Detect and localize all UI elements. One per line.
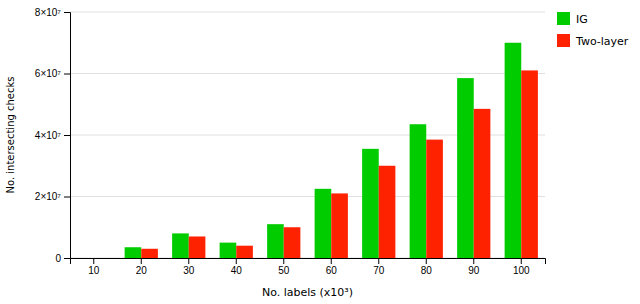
tick-mark: [283, 258, 284, 264]
tick-mark: [141, 258, 142, 264]
y-axis: 0 2×10⁷ 4×10⁷ 6×10⁷ 8×10⁷: [35, 7, 71, 264]
y-axis-title: No. intersecting checks: [5, 77, 16, 194]
axis-line: [64, 13, 71, 259]
tick: 50: [278, 258, 290, 276]
x-axis: 10 20 30 40 50 60 70 80 90 100: [71, 258, 546, 276]
legend-item: Two-layer: [557, 34, 629, 48]
tick-mark: [521, 258, 522, 264]
tick: 8×10⁷: [35, 7, 70, 18]
bar: [410, 124, 427, 258]
bar: [315, 189, 332, 258]
tick: 60: [326, 258, 338, 276]
tick-mark: [188, 258, 189, 264]
bar: [141, 249, 158, 258]
tick-label: 100: [513, 265, 530, 276]
tick-label: 20: [136, 265, 148, 276]
bar: [362, 149, 379, 258]
tick-mark: [64, 197, 70, 198]
tick-mark: [64, 74, 70, 75]
tick: 0: [55, 253, 70, 264]
bar: [125, 247, 142, 258]
tick-label: 0: [55, 253, 61, 264]
bar: [220, 243, 237, 258]
grid-line: [70, 12, 545, 13]
tick-label: 30: [183, 265, 195, 276]
bar: [267, 224, 284, 258]
tick: 100: [513, 258, 530, 276]
grid: [70, 12, 545, 258]
bars: [125, 43, 538, 258]
legend-item: IG: [557, 12, 588, 26]
tick-label: 2×10⁷: [35, 191, 62, 202]
bar-series: [141, 70, 538, 258]
tick-mark: [64, 258, 70, 259]
tick: 80: [421, 258, 433, 276]
tick-label: 4×10⁷: [35, 130, 62, 141]
bar: [474, 109, 491, 258]
tick: 10: [88, 258, 100, 276]
tick: 40: [231, 258, 243, 276]
tick-mark: [331, 258, 332, 264]
bar: [94, 258, 111, 259]
plot: 10 20 30 40 50 60 70 80 90 100 0 2×10⁷ 4×10⁷ 6×10⁷ 8×1…: [5, 7, 629, 299]
tick-mark: [378, 258, 379, 264]
tick: 6×10⁷: [35, 68, 70, 79]
tick: 90: [468, 258, 480, 276]
tick-mark: [473, 258, 474, 264]
grid-line: [70, 73, 545, 74]
tick: 70: [373, 258, 385, 276]
tick-mark: [236, 258, 237, 264]
tick-mark: [93, 258, 94, 264]
bar: [379, 166, 396, 258]
bar: [189, 236, 206, 258]
tick-label: 8×10⁷: [35, 7, 62, 18]
tick-label: 80: [421, 265, 433, 276]
bar: [505, 43, 522, 258]
bar: [172, 233, 189, 258]
tick-mark: [64, 135, 70, 136]
tick-label: 50: [278, 265, 290, 276]
tick-mark: [426, 258, 427, 264]
legend: IG Two-layer: [557, 12, 629, 48]
tick: 2×10⁷: [35, 191, 70, 202]
tick: 4×10⁷: [35, 130, 70, 141]
bar: [284, 227, 301, 258]
tick-label: 60: [326, 265, 338, 276]
bar: [331, 193, 348, 258]
bar: [77, 258, 94, 259]
tick: 30: [183, 258, 195, 276]
legend-label: IG: [576, 13, 588, 26]
chart: 10 20 30 40 50 60 70 80 90 100 0 2×10⁷ 4×10⁷ 6×10⁷ 8×1…: [0, 0, 640, 304]
legend-swatch: [557, 12, 570, 25]
bar: [457, 78, 474, 258]
tick-label: 10: [88, 265, 100, 276]
x-axis-title: No. labels (x10³): [262, 286, 353, 299]
bar: [236, 246, 253, 258]
bar: [521, 70, 538, 258]
tick-label: 40: [231, 265, 243, 276]
bar: [426, 140, 443, 258]
tick-label: 70: [373, 265, 385, 276]
tick: 20: [136, 258, 148, 276]
bar-series: [125, 43, 522, 258]
axis-line: [71, 259, 546, 265]
tick-label: 90: [468, 265, 480, 276]
legend-swatch: [557, 34, 570, 47]
tick-mark: [64, 12, 70, 13]
legend-label: Two-layer: [575, 35, 629, 48]
tick-label: 6×10⁷: [35, 68, 62, 79]
